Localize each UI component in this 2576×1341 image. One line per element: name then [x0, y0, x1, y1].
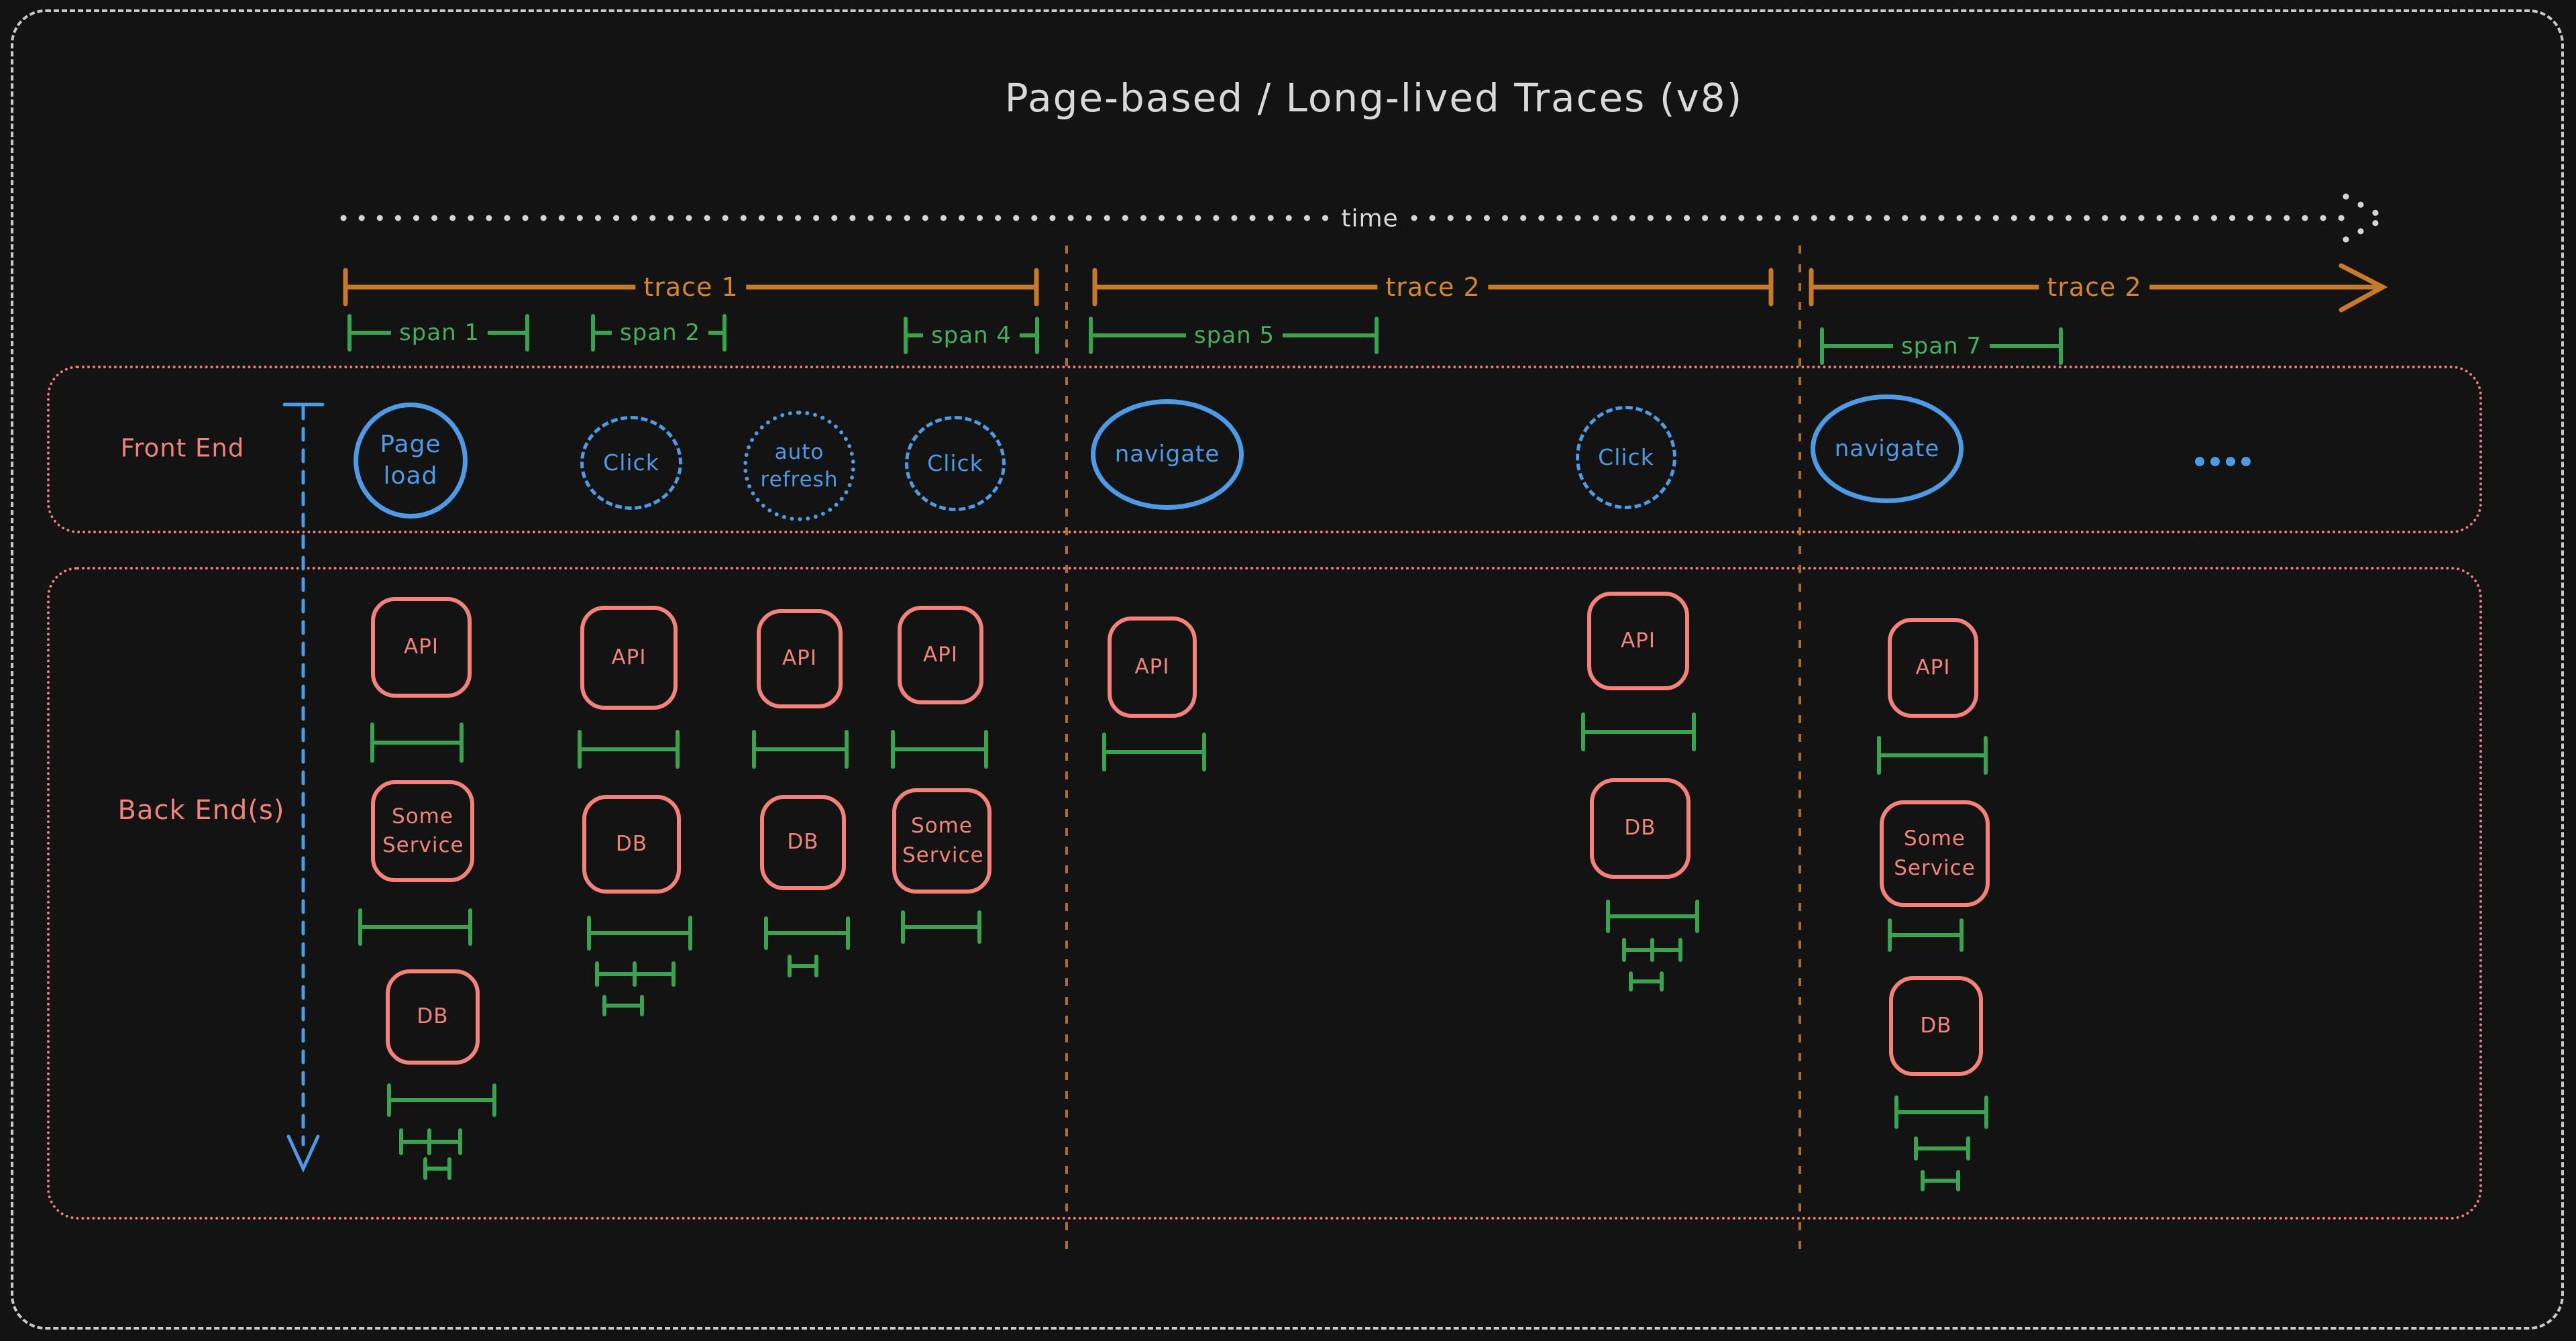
node-label: DB	[615, 831, 648, 856]
event-click-2: Click	[905, 416, 1006, 511]
event-auto-refresh-label: auto refresh	[760, 440, 839, 492]
node-label: DB	[1624, 816, 1656, 841]
node-label: DB	[1920, 1013, 1952, 1038]
trace-2-label: trace 2	[1377, 271, 1489, 303]
node-label: DB	[787, 830, 819, 855]
dot	[2195, 457, 2204, 466]
backend-node-api: API	[580, 606, 678, 710]
event-navigate-2-label: navigate	[1834, 435, 1940, 462]
dot	[2241, 457, 2251, 466]
span-4-label: span 4	[922, 321, 1020, 350]
event-click-1-label: Click	[603, 449, 659, 476]
event-page-load: Page load	[354, 403, 468, 519]
node-label: API	[1620, 628, 1656, 653]
back-end-lane-label: Back End(s)	[117, 795, 285, 826]
event-page-load-label: Page load	[380, 430, 441, 490]
node-label: API	[611, 645, 647, 669]
node-label: API	[782, 646, 818, 671]
backend-node-some-service: Some Service	[1880, 800, 1990, 907]
backend-node-db: DB	[386, 969, 480, 1065]
page-lifetime-arrow	[282, 403, 325, 1173]
dot	[2226, 457, 2235, 466]
event-navigate-1-label: navigate	[1114, 441, 1220, 468]
time-axis-label: time	[1333, 203, 1407, 234]
backend-node-api: API	[898, 606, 983, 704]
backend-node-api: API	[1587, 592, 1689, 690]
node-label: API	[1134, 654, 1170, 679]
span-7-label: span 7	[1892, 331, 1990, 361]
back-end-lane	[47, 567, 2482, 1220]
front-end-lane	[47, 366, 2482, 533]
more-events-dots-icon	[2195, 457, 2251, 466]
span-5-label: span 5	[1185, 321, 1283, 350]
trace-2b-label: trace 2	[2039, 271, 2150, 303]
backend-node-api: API	[1888, 618, 1978, 718]
backend-span-bars	[358, 712, 1988, 1191]
backend-node-db: DB	[760, 795, 846, 890]
backend-node-api: API	[757, 609, 843, 708]
event-click-3: Click	[1576, 406, 1676, 509]
dot	[2210, 457, 2220, 466]
trace-1-label: trace 1	[635, 271, 747, 303]
event-navigate-1: navigate	[1091, 399, 1244, 510]
backend-node-some-service: Some Service	[892, 788, 991, 894]
event-click-3-label: Click	[1598, 443, 1654, 470]
backend-node-db: DB	[1889, 976, 1983, 1076]
node-label: API	[403, 635, 439, 659]
node-label: API	[1915, 655, 1951, 680]
backend-node-api: API	[1108, 616, 1197, 718]
event-auto-refresh: auto refresh	[743, 411, 855, 521]
backend-node-api: API	[371, 597, 472, 698]
span-1-label: span 1	[390, 318, 488, 347]
section-separators	[1065, 246, 1801, 1260]
span-2-label: span 2	[611, 318, 709, 347]
backend-node-some-service: Some Service	[371, 780, 474, 882]
diagram-title: Page-based / Long-lived Traces (v8)	[1004, 75, 1743, 121]
backend-node-db: DB	[1590, 778, 1690, 879]
node-label: Some Service	[1894, 826, 1976, 880]
front-end-lane-label: Front End	[120, 433, 245, 463]
node-label: API	[922, 642, 959, 667]
event-click-2-label: Click	[927, 449, 983, 476]
node-label: Some Service	[902, 814, 984, 867]
event-click-1: Click	[580, 416, 682, 510]
node-label: Some Service	[382, 804, 464, 857]
node-label: DB	[417, 1004, 449, 1029]
time-axis-line	[340, 193, 2387, 243]
event-navigate-2: navigate	[1811, 394, 1964, 503]
backend-node-db: DB	[582, 795, 681, 894]
canvas-border	[11, 9, 2564, 1330]
